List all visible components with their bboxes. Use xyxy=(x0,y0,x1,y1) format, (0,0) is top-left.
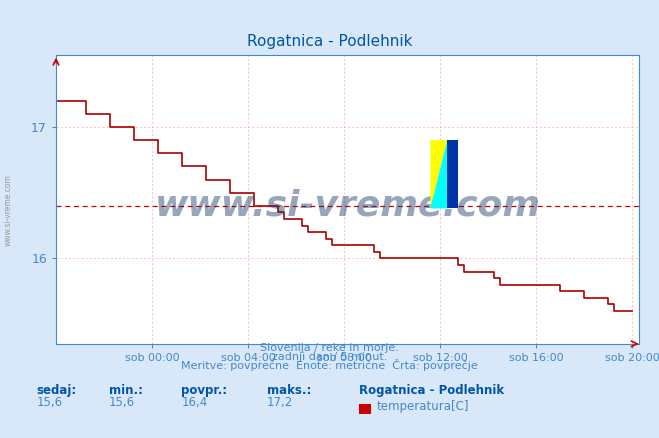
Text: 15,6: 15,6 xyxy=(36,396,63,410)
Text: povpr.:: povpr.: xyxy=(181,384,227,397)
Text: 17,2: 17,2 xyxy=(267,396,293,410)
Text: Slovenija / reke in morje.: Slovenija / reke in morje. xyxy=(260,343,399,353)
Polygon shape xyxy=(430,140,447,208)
Text: temperatura[C]: temperatura[C] xyxy=(377,400,469,413)
Text: 15,6: 15,6 xyxy=(109,396,135,410)
Text: Meritve: povprečne  Enote: metrične  Črta: povprečje: Meritve: povprečne Enote: metrične Črta:… xyxy=(181,359,478,371)
Text: sedaj:: sedaj: xyxy=(36,384,76,397)
Text: 16,4: 16,4 xyxy=(181,396,208,410)
Text: Rogatnica - Podlehnik: Rogatnica - Podlehnik xyxy=(246,34,413,49)
Text: www.si-vreme.com: www.si-vreme.com xyxy=(3,174,13,246)
Text: zadnji dan / 5 minut.: zadnji dan / 5 minut. xyxy=(272,352,387,362)
Text: min.:: min.: xyxy=(109,384,143,397)
Polygon shape xyxy=(447,140,458,208)
Text: www.si-vreme.com: www.si-vreme.com xyxy=(155,188,540,222)
Polygon shape xyxy=(430,140,447,208)
Text: maks.:: maks.: xyxy=(267,384,311,397)
Text: Rogatnica - Podlehnik: Rogatnica - Podlehnik xyxy=(359,384,504,397)
